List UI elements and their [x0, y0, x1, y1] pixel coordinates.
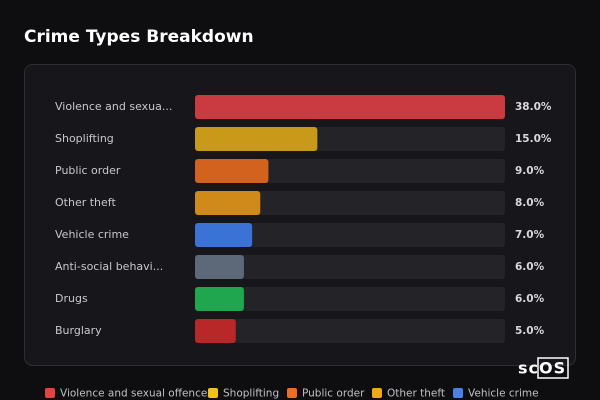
legend-label: Shoplifting — [223, 388, 279, 400]
category-label: Other theft — [55, 196, 116, 209]
legend-label: Other theft — [387, 388, 445, 400]
category-label: Anti-social behavi... — [55, 260, 163, 273]
value-label: 5.0% — [515, 325, 545, 337]
bar-track — [195, 255, 505, 279]
legend-swatch — [287, 388, 297, 398]
value-label: 6.0% — [515, 261, 545, 273]
bar — [195, 319, 236, 343]
category-label: Vehicle crime — [55, 228, 129, 241]
bar — [195, 223, 253, 247]
legend-label: Vehicle crime — [468, 388, 539, 400]
value-label: 6.0% — [515, 293, 545, 305]
watermark: scOS — [518, 359, 566, 378]
chart-title: Crime Types Breakdown — [24, 27, 254, 47]
value-label: 15.0% — [515, 133, 552, 145]
value-label: 8.0% — [515, 197, 545, 209]
category-label: Violence and sexua... — [55, 100, 172, 113]
bar — [195, 191, 261, 215]
legend-label: Violence and sexual offences — [60, 388, 213, 400]
category-label: Shoplifting — [55, 132, 114, 145]
bar — [195, 95, 505, 119]
bar — [195, 127, 318, 151]
legend-swatch — [208, 388, 218, 398]
bar-track — [195, 319, 505, 343]
category-label: Drugs — [55, 292, 88, 305]
bar-track — [195, 191, 505, 215]
category-label: Public order — [55, 164, 121, 177]
legend-swatch — [372, 388, 382, 398]
legend-label: Public order — [302, 388, 365, 400]
bar-track — [195, 159, 505, 183]
value-label: 9.0% — [515, 165, 545, 177]
value-label: 7.0% — [515, 229, 545, 241]
bar — [195, 255, 244, 279]
legend-swatch — [45, 388, 55, 398]
bar-track — [195, 287, 505, 311]
bar-track — [195, 223, 505, 247]
category-label: Burglary — [55, 324, 102, 337]
watermark-box — [537, 357, 569, 379]
value-label: 38.0% — [515, 101, 552, 113]
bar — [195, 287, 244, 311]
legend-swatch — [453, 388, 463, 398]
bar — [195, 159, 269, 183]
